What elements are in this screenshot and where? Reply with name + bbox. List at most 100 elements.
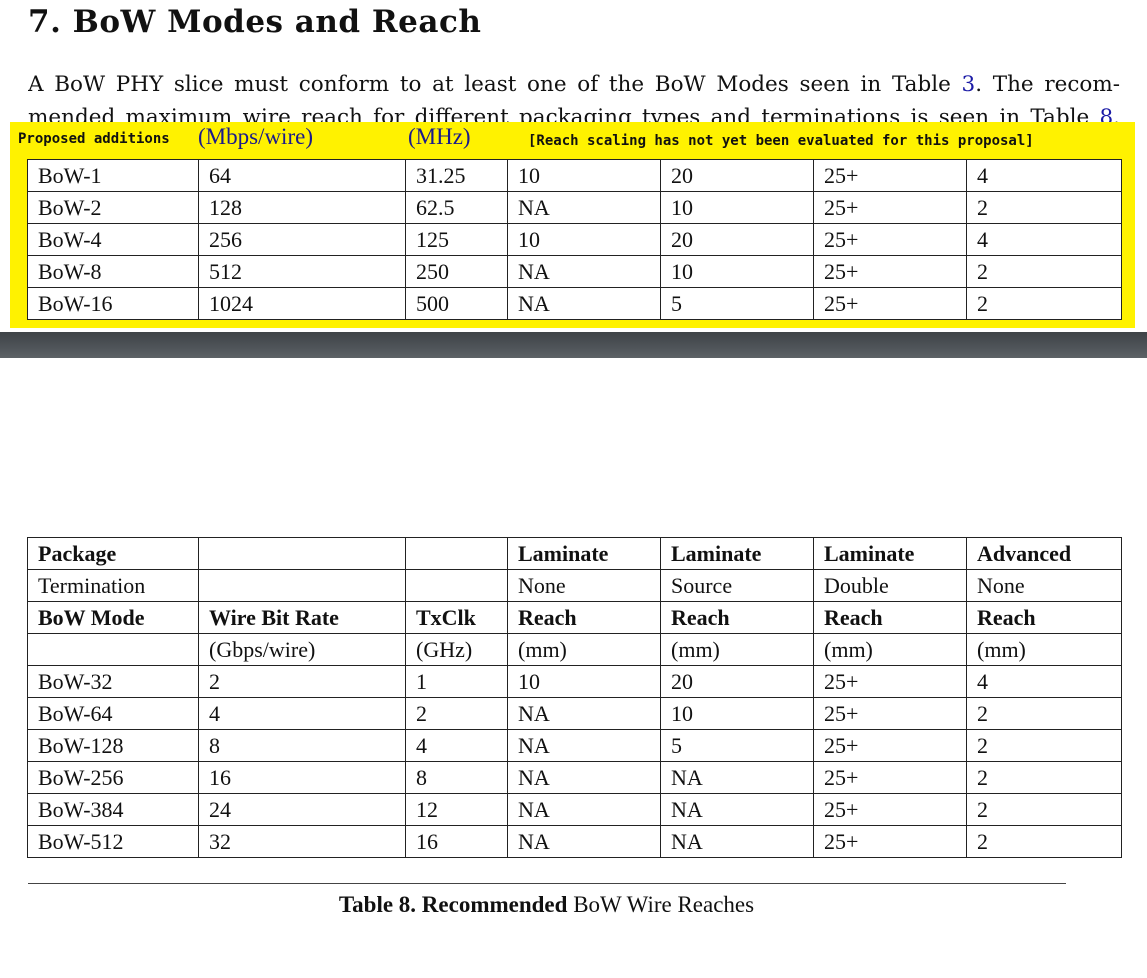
table-cell: (mm): [507, 633, 661, 666]
termination-row: Termination None Source Double None: [27, 569, 1122, 602]
table-cell: 10: [660, 255, 814, 288]
table-cell: 256: [198, 223, 406, 256]
table-cell: Package: [27, 537, 199, 570]
table-cell: (GHz): [405, 633, 508, 666]
table-cell: 24: [198, 793, 406, 826]
table-cell: [198, 537, 406, 570]
table-cell: (mm): [813, 633, 967, 666]
table-cell: BoW-1: [27, 159, 199, 192]
proposed-additions-label: Proposed additions: [18, 131, 170, 147]
table-cell: 2: [405, 697, 508, 730]
paragraph-text: . The recom-: [975, 72, 1120, 97]
table-cell: (mm): [660, 633, 814, 666]
table-cell: 2: [966, 697, 1122, 730]
table-cell: 4: [966, 159, 1122, 192]
table-cell: NA: [507, 287, 661, 320]
table-cell: 64: [198, 159, 406, 192]
table-cell: 1024: [198, 287, 406, 320]
proposal-row: BoW-2 128 62.5 NA 10 25+ 2: [27, 191, 1122, 224]
table-cell: NA: [507, 191, 661, 224]
table-cell: BoW Mode: [27, 601, 199, 634]
caption-bold-word: Recommended: [421, 892, 568, 917]
table-cell: Advanced: [966, 537, 1122, 570]
table-cell: 2: [966, 287, 1122, 320]
table-cell: 1: [405, 665, 508, 698]
table-cell: BoW-8: [27, 255, 199, 288]
table-cell: None: [507, 569, 661, 602]
table-row: BoW-256 16 8 NA NA 25+ 2: [27, 761, 1122, 794]
table-cell: 5: [660, 729, 814, 762]
table-cell: NA: [660, 761, 814, 794]
proposal-row: BoW-4 256 125 10 20 25+ 4: [27, 223, 1122, 256]
proposal-row: BoW-1 64 31.25 10 20 25+ 4: [27, 159, 1122, 192]
paragraph-text: .: [1113, 105, 1120, 130]
table-cell: Reach: [660, 601, 814, 634]
table-cell: NA: [507, 825, 661, 858]
table-cell: 10: [507, 665, 661, 698]
table-cell: Reach: [507, 601, 661, 634]
proposal-row: BoW-16 1024 500 NA 5 25+ 2: [27, 287, 1122, 320]
wire-reach-table: Package Laminate Laminate Laminate Advanced T…: [27, 537, 1122, 858]
table-cell: Termination: [27, 569, 199, 602]
table-cell: None: [966, 569, 1122, 602]
table-cell: [405, 537, 508, 570]
proposal-table: BoW-1 64 31.25 10 20 25+ 4 BoW-2 128 62.5 NA 10 25+ 2…: [27, 159, 1122, 320]
table-row: BoW-32 2 1 10 20 25+ 4: [27, 665, 1122, 698]
table-cell: NA: [507, 729, 661, 762]
table-cell: Double: [813, 569, 967, 602]
table-cell: 25+: [813, 793, 967, 826]
proposal-clk-unit: (MHz): [408, 124, 471, 149]
table-cell: 10: [660, 191, 814, 224]
table-cell: Reach: [813, 601, 967, 634]
table-3-link[interactable]: 3: [961, 72, 976, 97]
table-cell: (Gbps/wire): [198, 633, 406, 666]
table-cell: 32: [198, 825, 406, 858]
table-cell: [405, 569, 508, 602]
section-title: BoW Modes and Reach: [72, 4, 482, 40]
table-cell: (mm): [966, 633, 1122, 666]
table-cell: 10: [507, 223, 661, 256]
table-cell: 128: [198, 191, 406, 224]
table-cell: 10: [507, 159, 661, 192]
table-cell: 62.5: [405, 191, 508, 224]
table-cell: BoW-2: [27, 191, 199, 224]
table-cell: BoW-256: [27, 761, 199, 794]
package-row: Package Laminate Laminate Laminate Advanced: [27, 537, 1122, 570]
table-row: BoW-128 8 4 NA 5 25+ 2: [27, 729, 1122, 762]
table-cell: 25+: [813, 761, 967, 794]
table-cell: 250: [405, 255, 508, 288]
table-cell: 4: [405, 729, 508, 762]
header-row: BoW Mode Wire Bit Rate TxClk Reach Reach Reac…: [27, 601, 1122, 634]
table-cell: Wire Bit Rate: [198, 601, 406, 634]
table-cell: 25+: [813, 191, 967, 224]
table-cell: BoW-512: [27, 825, 199, 858]
table-cell: Reach: [966, 601, 1122, 634]
table-cell: Laminate: [507, 537, 661, 570]
table-cell: 31.25: [405, 159, 508, 192]
paragraph-text: A BoW PHY slice must conform to at least…: [28, 72, 962, 97]
table-cell: NA: [507, 255, 661, 288]
table-cell: 8: [405, 761, 508, 794]
table-cell: 25+: [813, 697, 967, 730]
table-row: BoW-512 32 16 NA NA 25+ 2: [27, 825, 1122, 858]
table-cell: 2: [966, 729, 1122, 762]
table-cell: 16: [198, 761, 406, 794]
table-cell: 16: [405, 825, 508, 858]
table-cell: 512: [198, 255, 406, 288]
table-cell: BoW-384: [27, 793, 199, 826]
table-row: BoW-384 24 12 NA NA 25+ 2: [27, 793, 1122, 826]
caption-rest: BoW Wire Reaches: [573, 892, 755, 917]
table-cell: BoW-16: [27, 287, 199, 320]
table-cell: BoW-128: [27, 729, 199, 762]
table-cell: 4: [966, 665, 1122, 698]
table-cell: BoW-32: [27, 665, 199, 698]
table-cell: BoW-4: [27, 223, 199, 256]
table-cell: 25+: [813, 729, 967, 762]
table-cell: 2: [198, 665, 406, 698]
table-cell: [27, 633, 199, 666]
screen-divider-band: [0, 332, 1147, 358]
table-cell: 125: [405, 223, 508, 256]
table-cell: 12: [405, 793, 508, 826]
table-cell: 5: [660, 287, 814, 320]
caption-label: Table 8.: [338, 892, 417, 917]
